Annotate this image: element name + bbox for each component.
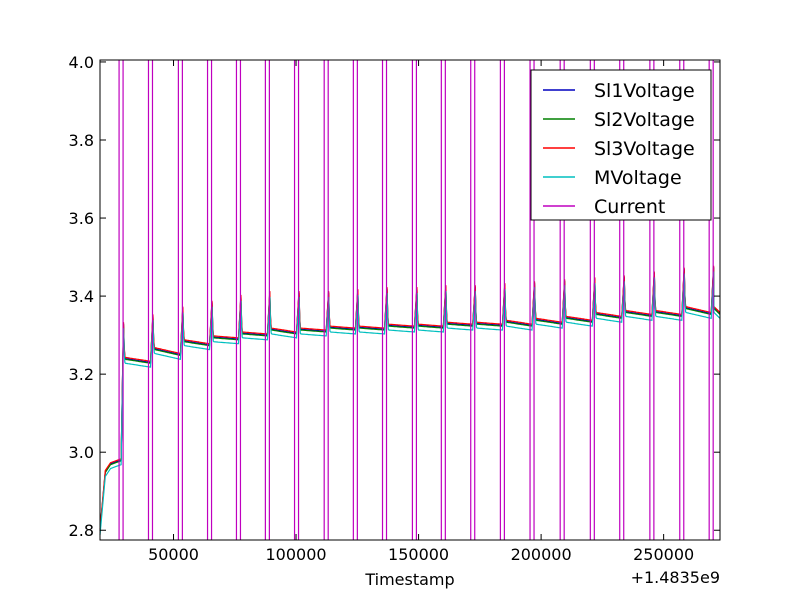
y-tick-label: 3.6 — [69, 209, 94, 228]
x-tick-label: 50000 — [148, 545, 199, 564]
x-axis-offset-label: +1.4835e9 — [631, 568, 720, 587]
y-tick-label: 2.8 — [69, 521, 94, 540]
legend-label: Current — [594, 196, 665, 218]
legend-label: Sl2Voltage — [594, 109, 695, 131]
plot-frame — [99, 59, 721, 541]
y-tick-label: 3.8 — [69, 131, 94, 150]
x-tick-label: 150000 — [388, 545, 449, 564]
x-axis-title: Timestamp — [364, 570, 454, 589]
legend-label: Sl1Voltage — [594, 80, 695, 102]
series-line-sl2voltage — [99, 267, 721, 532]
legend-box — [530, 69, 712, 221]
legend-label: MVoltage — [594, 167, 682, 189]
y-tick-label: 3.0 — [69, 443, 94, 462]
y-tick-label: 4.0 — [69, 53, 94, 72]
y-tick-label: 3.4 — [69, 287, 94, 306]
x-tick-label: 200000 — [511, 545, 572, 564]
legend: Sl1Voltage Sl2Voltage Sl3Voltage MVoltage Cu… — [530, 69, 712, 221]
axes: 2.8 3.0 3.2 3.4 3.6 3.8 4.0 50000 100000 150000 20… — [69, 53, 720, 564]
series-line-mvoltage — [99, 271, 721, 535]
x-tick-label: 250000 — [633, 545, 694, 564]
legend-label: Sl3Voltage — [594, 138, 695, 160]
y-tick-label: 3.2 — [69, 365, 94, 384]
x-tick-label: 100000 — [266, 545, 327, 564]
plot-area — [99, 60, 721, 540]
series-line-sl3voltage — [99, 265, 721, 530]
series-line-sl1voltage — [99, 266, 721, 531]
